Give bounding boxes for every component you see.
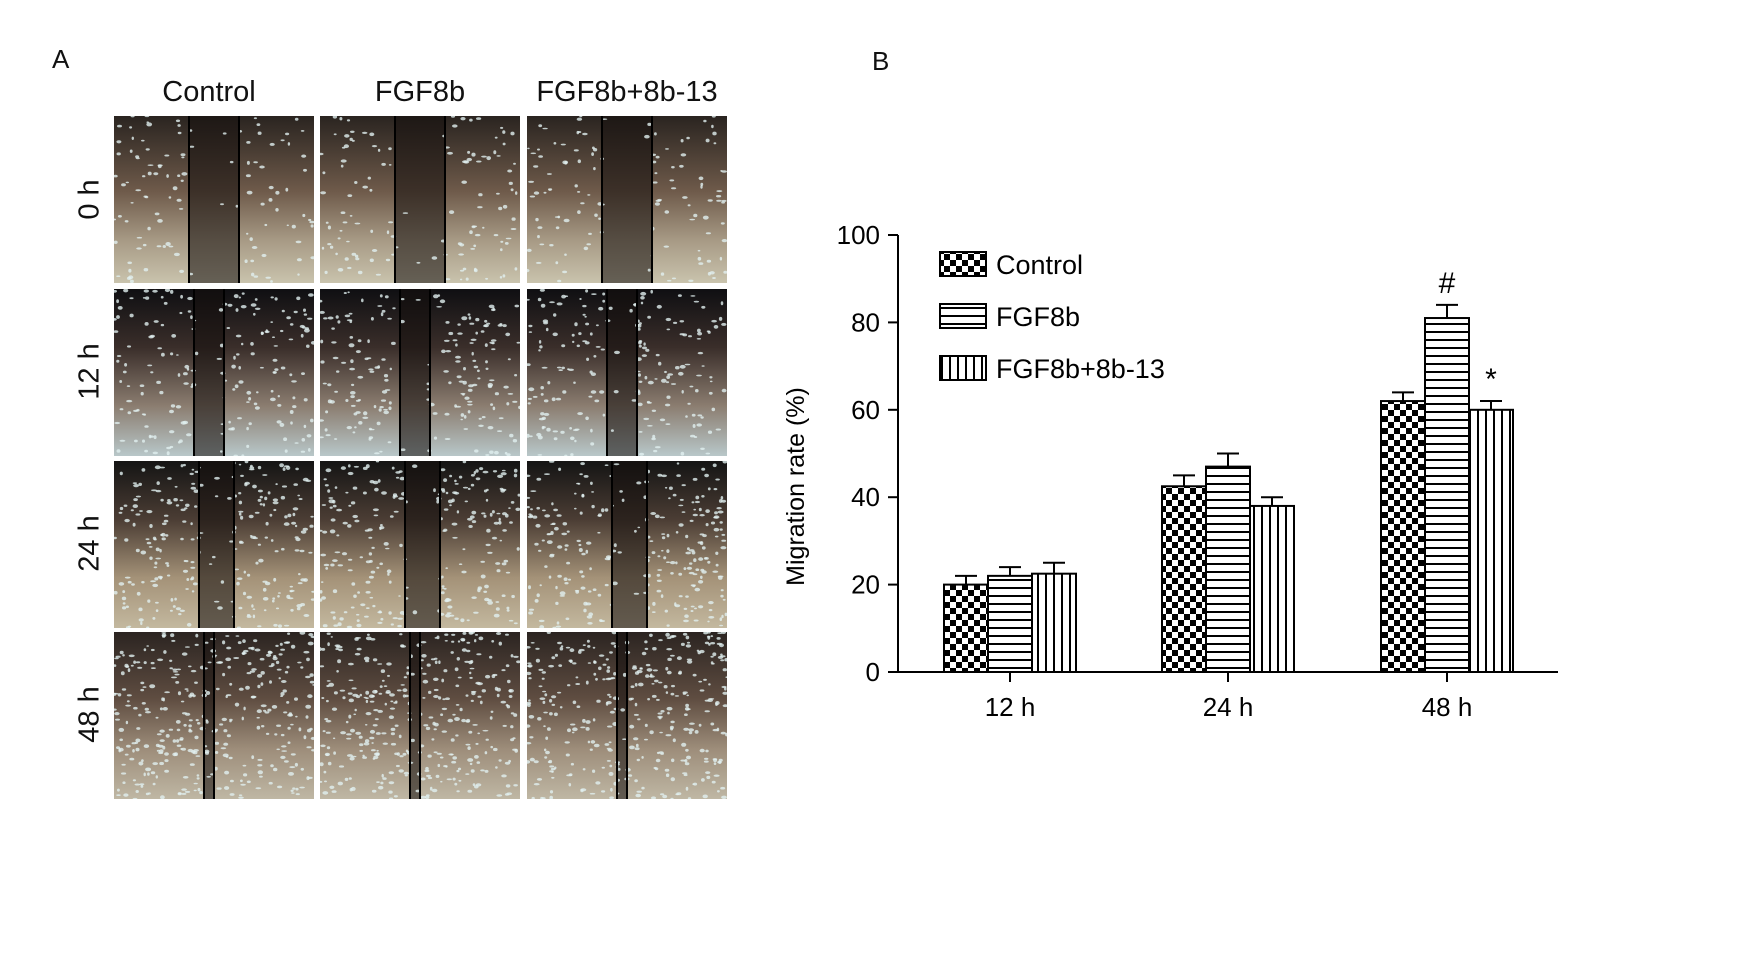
legend-label: FGF8b+8b-13 [996,354,1165,384]
bar-checker [1380,400,1426,673]
row-label-12h: 12 h [73,343,106,400]
micrograph-4-3 [527,632,727,799]
column-label-control: Control [162,76,256,108]
bar-horizontal [1205,465,1251,673]
row-label-48h: 48 h [73,686,106,743]
panel-b-letter: B [872,46,890,76]
micrograph-2-1 [114,289,314,456]
legend-label: Control [996,250,1083,280]
micrograph-3-3 [527,461,727,628]
micrograph-1-3 [527,116,727,283]
bar-vertical [1468,408,1514,674]
significance-mark: * [1485,363,1497,396]
column-label-fgf8b: FGF8b [374,76,466,108]
significance-mark: # [1439,267,1456,300]
y-tick-label: 0 [866,657,880,687]
y-axis-label: Migration rate (%) [782,387,810,586]
y-tick-label: 60 [851,395,880,425]
micrograph-4-1 [114,632,314,799]
bar-horizontal [987,574,1033,673]
x-tick-label: 12 h [985,692,1036,722]
micrograph-3-2 [320,461,520,628]
y-tick-label: 40 [851,482,880,512]
y-tick-label: 80 [851,307,880,337]
bar-horizontal [1424,317,1470,673]
micrograph-1-2 [320,116,520,283]
micrograph-2-2 [320,289,520,456]
row-label-24h: 24 h [73,515,106,572]
bar-checker [943,583,989,674]
legend-swatch-checker [939,251,987,277]
x-tick-label: 48 h [1422,692,1473,722]
bar-vertical [1249,504,1295,673]
micrograph-4-2 [320,632,520,799]
micrograph-2-3 [527,289,727,456]
micrograph-3-1 [114,461,314,628]
bar-checker [1161,485,1207,673]
y-tick-label: 20 [851,570,880,600]
bar-vertical [1031,572,1077,673]
column-label-fgf8b-8b13: FGF8b+8b-13 [536,76,718,108]
x-tick-label: 24 h [1203,692,1254,722]
panel-a-letter: A [52,44,70,74]
legend-label: FGF8b [996,302,1080,332]
legend-swatch-vertical [939,355,987,381]
y-tick-label: 100 [837,220,880,250]
row-label-0h: 0 h [73,179,106,220]
micrograph-1-1 [114,116,314,283]
legend-swatch-horizontal [939,303,987,329]
migration-rate-bar-chart: 0 20 40 60 80 100 Migration rate (%) 12 h 24 h 48… [782,220,1558,722]
